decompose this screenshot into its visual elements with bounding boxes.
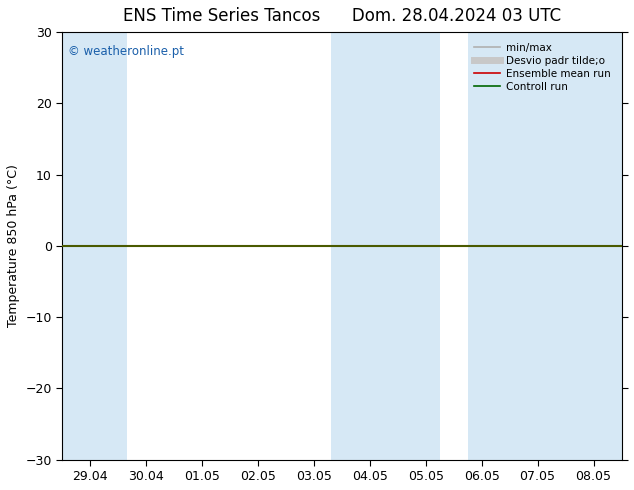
Bar [331, 32, 440, 460]
Y-axis label: Temperature 850 hPa (°C): Temperature 850 hPa (°C) [7, 165, 20, 327]
Bar [62, 32, 127, 460]
Legend: min/max, Desvio padr tilde;o, Ensemble mean run, Controll run: min/max, Desvio padr tilde;o, Ensemble m… [471, 39, 614, 95]
Bar [468, 32, 621, 460]
Text: © weatheronline.pt: © weatheronline.pt [68, 45, 184, 58]
Title: ENS Time Series Tancos      Dom. 28.04.2024 03 UTC: ENS Time Series Tancos Dom. 28.04.2024 0… [123, 7, 561, 25]
